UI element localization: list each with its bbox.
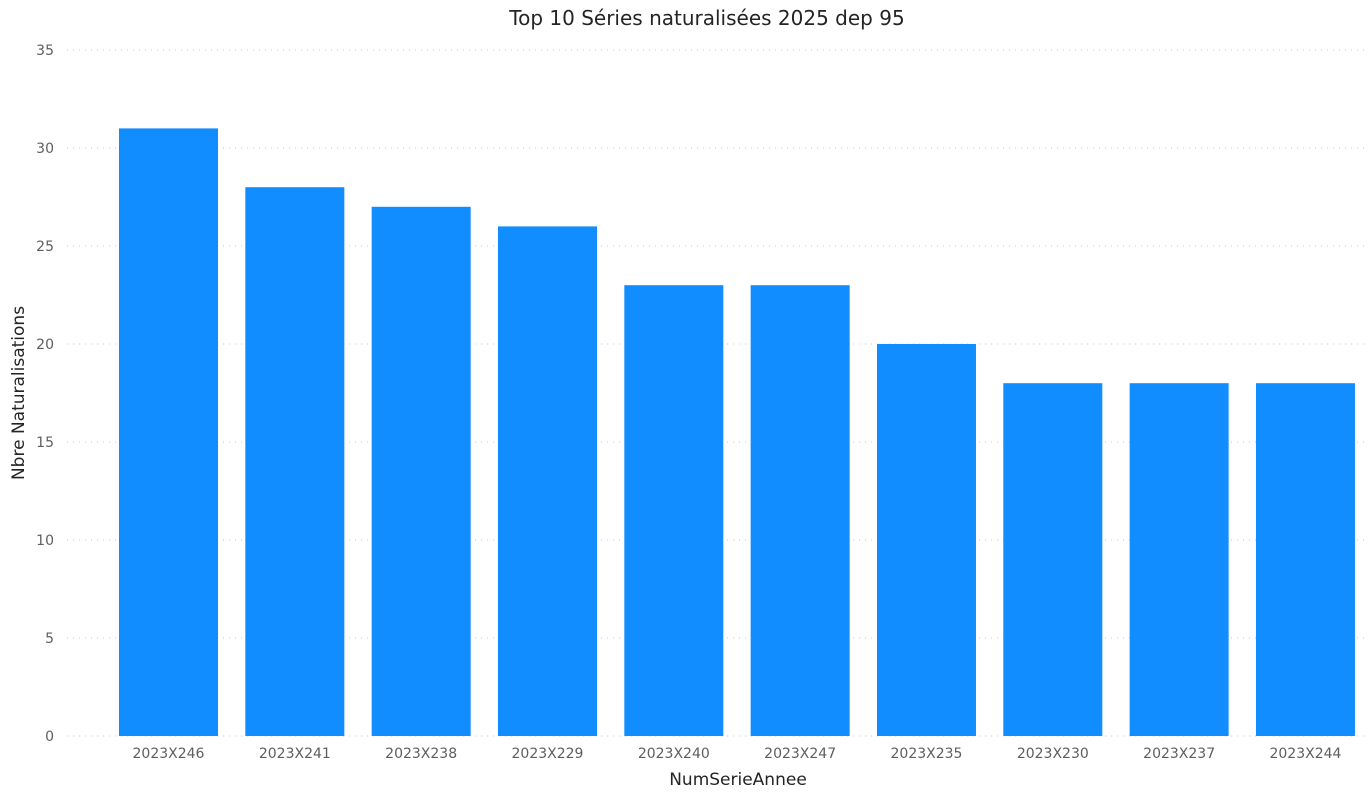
bars	[119, 128, 1355, 737]
y-tick-label: 10	[36, 533, 54, 549]
x-tick-label: 2023X244	[1269, 746, 1341, 762]
bar-2023X235[interactable]	[876, 344, 976, 736]
y-tick-label: 30	[36, 141, 54, 157]
x-tick-label: 2023X229	[512, 746, 584, 762]
x-tick-label: 2023X241	[259, 746, 331, 762]
bar-2023X240[interactable]	[624, 285, 724, 736]
y-tick-label: 0	[45, 729, 54, 745]
y-axis-title: Nbre Naturalisations	[9, 306, 29, 480]
y-tick-label: 25	[36, 239, 54, 255]
y-tick-label: 20	[36, 337, 54, 353]
bar-2023X238[interactable]	[371, 206, 471, 737]
y-axis-ticks: 0 5 10 15 20 25 30 35	[36, 43, 54, 745]
x-tick-label: 2023X240	[638, 746, 710, 762]
x-tick-label: 2023X238	[385, 746, 457, 762]
bar-2023X244[interactable]	[1255, 383, 1355, 736]
x-tick-label: 2023X247	[764, 746, 836, 762]
y-tick-label: 5	[45, 631, 54, 647]
y-tick-label: 15	[36, 435, 54, 451]
x-tick-label: 2023X235	[891, 746, 963, 762]
bar-2023X247[interactable]	[750, 285, 850, 736]
bar-2023X230[interactable]	[1003, 383, 1103, 736]
x-tick-label: 2023X246	[133, 746, 205, 762]
bar-2023X241[interactable]	[245, 187, 345, 736]
chart-title: Top 10 Séries naturalisées 2025 dep 95	[508, 6, 904, 30]
bar-2023X229[interactable]	[497, 226, 597, 736]
x-axis-title: NumSerieAnnee	[669, 770, 807, 790]
x-tick-label: 2023X230	[1017, 746, 1089, 762]
x-axis-ticks: 2023X246 2023X241 2023X238 2023X229 2023X240…	[133, 746, 1342, 762]
y-tick-label: 35	[36, 43, 54, 59]
x-tick-label: 2023X237	[1143, 746, 1215, 762]
bar-2023X246[interactable]	[119, 128, 218, 736]
bar-2023X237[interactable]	[1129, 383, 1229, 736]
